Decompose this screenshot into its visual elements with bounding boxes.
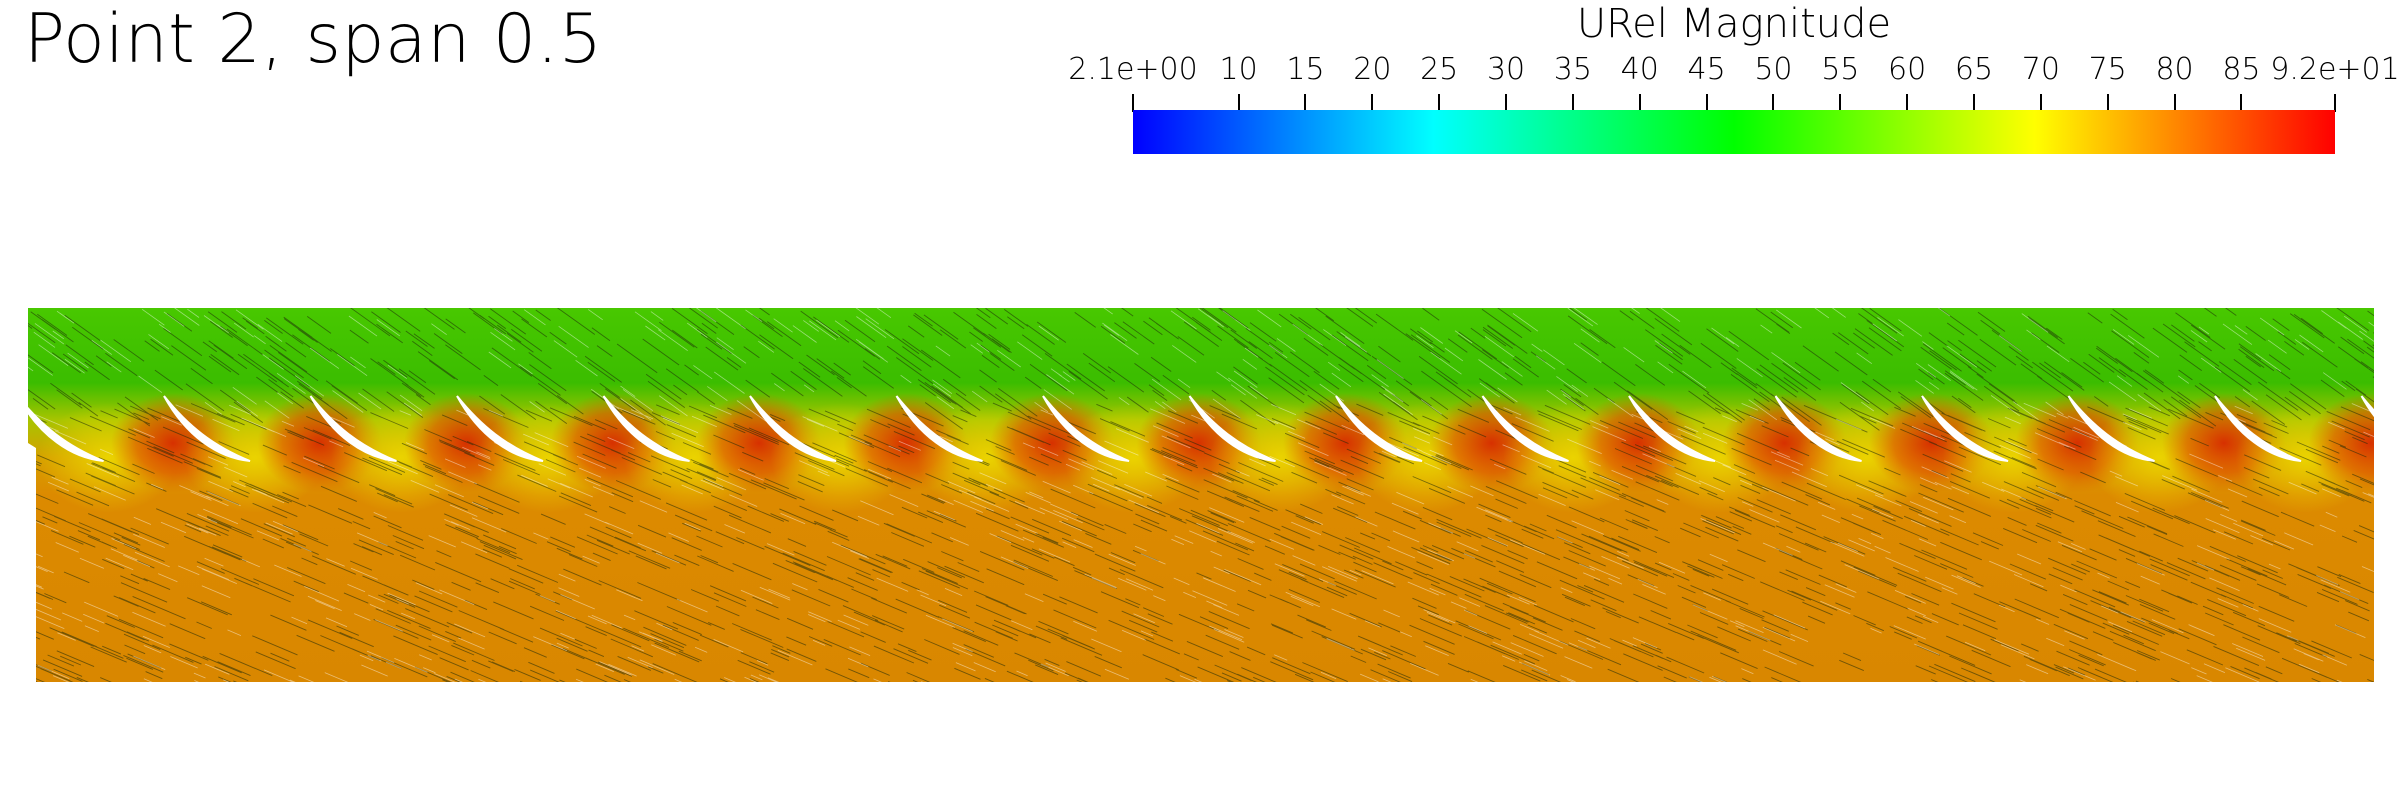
legend-tick-label: 75 bbox=[2088, 52, 2127, 87]
blade-profile bbox=[28, 395, 104, 462]
legend-tick-label: 45 bbox=[1687, 52, 1726, 87]
legend-tick-label: 35 bbox=[1553, 52, 1592, 87]
blade-profile bbox=[602, 395, 690, 462]
blade-profile bbox=[309, 395, 397, 462]
legend-tick-label: 60 bbox=[1888, 52, 1927, 87]
colorbar bbox=[1133, 110, 2335, 154]
hot-zones bbox=[38, 393, 2374, 513]
legend-tick-label: 10 bbox=[1219, 52, 1258, 87]
legend-tick-mark bbox=[1571, 94, 1574, 112]
legend-tick-mark bbox=[1972, 94, 1975, 112]
legend-tick-label: 80 bbox=[2155, 52, 2194, 87]
blade-profile bbox=[1481, 395, 1569, 462]
legend-tick-mark bbox=[1638, 94, 1641, 112]
blades bbox=[28, 395, 2374, 462]
legend-tick-label: 65 bbox=[1954, 52, 1994, 87]
legend-tick-mark bbox=[1705, 94, 1708, 112]
legend-tick-label: 15 bbox=[1286, 52, 1325, 87]
blade-profile bbox=[1042, 395, 1130, 462]
streamline-field bbox=[28, 308, 2374, 682]
blade-profile bbox=[1188, 395, 1276, 462]
legend-tick-label: 30 bbox=[1486, 52, 1526, 87]
legend-title: URel Magnitude bbox=[1576, 1, 1892, 47]
blade-profile bbox=[1628, 395, 1716, 462]
legend-tick-mark bbox=[1371, 94, 1374, 112]
legend-tick-label: 40 bbox=[1620, 52, 1659, 87]
legend-tick-mark bbox=[1772, 94, 1775, 112]
streamlines bbox=[28, 308, 2374, 682]
legend-tick-label: 70 bbox=[2021, 52, 2060, 87]
hot-zone bbox=[2308, 393, 2374, 493]
legend-tick-label: 85 bbox=[2222, 52, 2261, 87]
blade-profile bbox=[2067, 395, 2155, 462]
legend-tick-label: 25 bbox=[1420, 52, 1459, 87]
blade-profile bbox=[1335, 395, 1423, 462]
legend-tick-label: 2.1e+00 bbox=[1068, 52, 1198, 87]
blade-profile bbox=[1774, 395, 1862, 462]
legend-tick-mark bbox=[1132, 94, 1134, 112]
legend-tick-label: 9.2e+01 bbox=[2270, 52, 2400, 87]
blade-profile bbox=[456, 395, 544, 462]
legend-tick-label: 20 bbox=[1353, 52, 1392, 87]
legend-tick-mark bbox=[2173, 94, 2176, 112]
legend-tick-mark bbox=[1906, 94, 1909, 112]
legend-tick-mark bbox=[2039, 94, 2042, 112]
plot-title: Point 2, span 0.5 bbox=[24, 0, 603, 79]
streamline-strokes-dark bbox=[28, 308, 2374, 682]
legend-tick-mark bbox=[1304, 94, 1307, 112]
legend-tick-label: 55 bbox=[1821, 52, 1860, 87]
blade-profile bbox=[2214, 395, 2302, 462]
legend-tick-mark bbox=[1505, 94, 1508, 112]
legend-tick-mark bbox=[1438, 94, 1441, 112]
blade-profile bbox=[895, 395, 983, 462]
blade-profile bbox=[1921, 395, 2009, 462]
legend-tick-mark bbox=[1839, 94, 1842, 112]
legend-tick-label: 50 bbox=[1754, 52, 1793, 87]
legend-tick-mark bbox=[2334, 94, 2336, 112]
blade-profile bbox=[163, 395, 251, 462]
legend-tick-mark bbox=[2106, 94, 2109, 112]
legend-tick-mark bbox=[2240, 94, 2243, 112]
color-legend: URel Magnitude 2.1e+00 10 15 20 25 30 35 40 45 50… bbox=[1068, 0, 2400, 160]
legend-tick-mark bbox=[1237, 94, 1240, 112]
blade-profile bbox=[749, 395, 837, 462]
streamline-strokes-light bbox=[28, 308, 2374, 682]
